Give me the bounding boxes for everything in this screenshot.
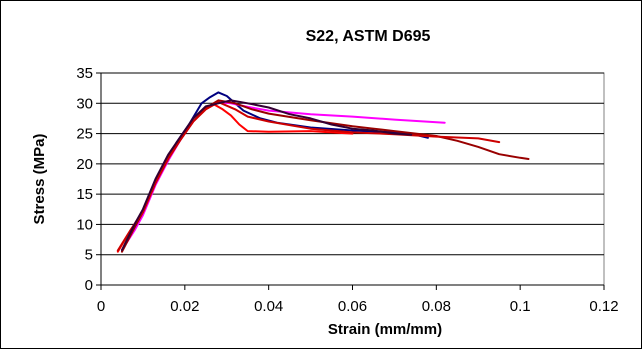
x-axis-title: Strain (mm/mm) [328, 321, 442, 338]
tick-labels: 0 5 10 15 20 25 30 35 0 0.02 0.04 0.06 0.08 0.1 0.12 [76, 65, 618, 315]
series-line-6 [121, 99, 413, 251]
plot-area [100, 72, 605, 286]
y-axis-title: Stress (MPa) [31, 134, 48, 225]
y-tick-label-2: 10 [76, 216, 93, 233]
x-tick-label-4: 0.08 [422, 298, 451, 315]
x-tick-label-1: 0.02 [170, 298, 199, 315]
y-tick-label-3: 15 [76, 186, 93, 203]
x-tick-label-2: 0.04 [254, 298, 283, 315]
x-tick-label-6: 0.12 [589, 298, 618, 315]
y-tick-label-4: 20 [76, 156, 93, 173]
x-tick-label-3: 0.06 [338, 298, 367, 315]
chart-title: S22, ASTM D695 [306, 28, 431, 45]
y-tick-label-6: 30 [76, 95, 93, 112]
y-tick-label-1: 5 [85, 247, 93, 264]
data-series [116, 91, 530, 253]
y-tick-label-0: 0 [85, 277, 93, 294]
y-tick-label-5: 25 [76, 126, 93, 143]
y-tick-label-7: 35 [76, 65, 93, 82]
axes [96, 72, 605, 290]
x-tick-label-0: 0 [97, 298, 105, 315]
x-tick-label-5: 0.1 [510, 298, 531, 315]
